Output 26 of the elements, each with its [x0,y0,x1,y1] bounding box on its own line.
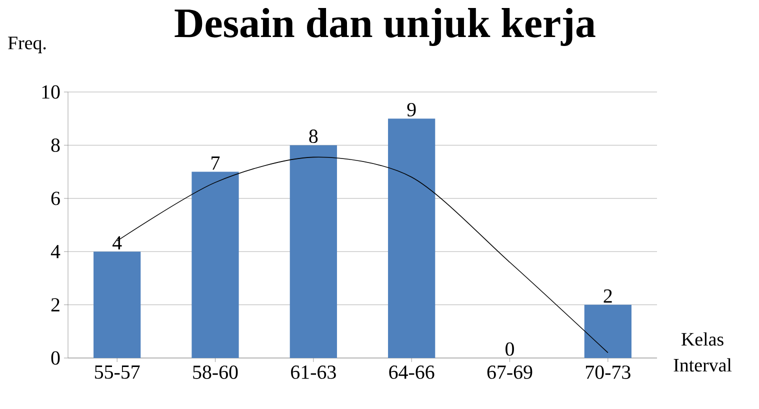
y-tick-label: 0 [51,351,60,365]
bar [94,252,141,358]
data-label: 9 [407,103,416,116]
x-tick-label: 64-66 [389,366,434,379]
x-tick-label: 70-73 [586,366,630,379]
x-tick-label: 61-63 [291,366,336,379]
data-label: 0 [506,342,514,356]
data-label: 8 [309,130,318,143]
y-tick-label: 6 [51,192,60,206]
y-tick-label: 4 [50,245,60,258]
chart-title: Desain dan unjuk kerja [174,8,596,46]
bar [584,304,632,358]
bar [192,172,239,358]
y-axis-title: Freq. [8,36,46,54]
bar [388,118,436,358]
data-label: 7 [212,156,220,170]
data-label: 2 [604,289,612,303]
y-tick-label: 2 [51,298,60,312]
bar [290,145,337,358]
y-tick-label: 10 [42,85,60,99]
x-tick-label: 58-60 [193,366,238,379]
x-axis-title: Kelas Interval [674,332,732,372]
data-label: 4 [112,236,122,250]
x-tick-label: 55-57 [94,366,140,379]
y-tick-label: 8 [51,138,60,152]
x-tick-label: 67-69 [487,366,532,379]
